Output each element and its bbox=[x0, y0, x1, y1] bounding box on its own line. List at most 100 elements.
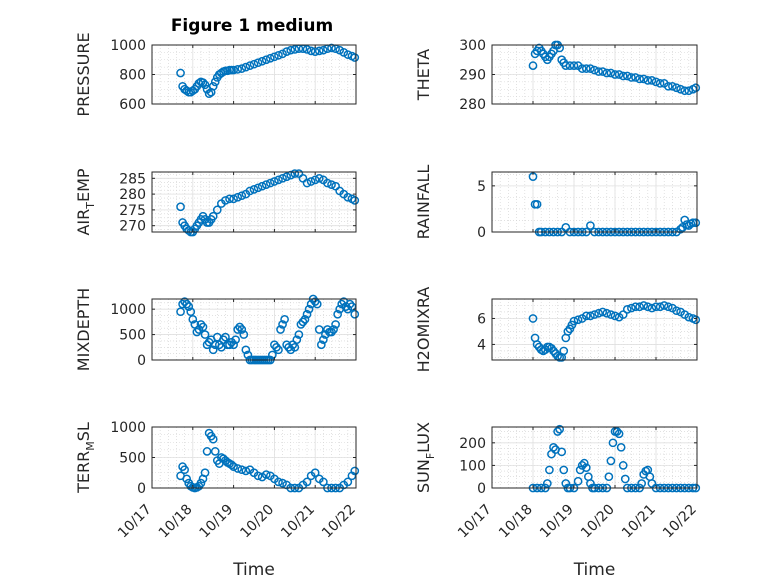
mixdepth-point bbox=[229, 340, 238, 350]
h2omixra-point bbox=[559, 346, 569, 356]
y-axis-label: MIXDEPTH bbox=[74, 288, 93, 371]
air-temp-point bbox=[265, 178, 275, 188]
sun-flux-point bbox=[612, 427, 622, 436]
rainfall-point bbox=[586, 221, 595, 230]
mixdepth-point bbox=[294, 330, 304, 339]
pressure-point bbox=[290, 45, 300, 54]
mixdepth-point bbox=[241, 345, 251, 355]
air-temp-point bbox=[343, 192, 353, 202]
h2omixra-point bbox=[598, 307, 608, 317]
air-temp-point bbox=[261, 180, 271, 189]
mixdepth-point bbox=[221, 332, 230, 342]
air-temp-point bbox=[306, 177, 316, 186]
air-temp-point bbox=[274, 175, 283, 185]
y-tick-label: 1000 bbox=[110, 420, 146, 436]
mixdepth-point bbox=[280, 314, 289, 324]
x-tick-label: 10/18 bbox=[156, 502, 196, 542]
x-tick-label: 10/19 bbox=[537, 502, 577, 542]
h2omixra-point bbox=[663, 302, 673, 312]
pressure-point bbox=[282, 47, 291, 56]
mixdepth-point bbox=[333, 309, 342, 319]
sun-flux-point bbox=[614, 429, 624, 439]
rainfall-point bbox=[676, 224, 685, 234]
x-tick-label: 10/22 bbox=[660, 502, 700, 542]
theta-point bbox=[577, 64, 587, 73]
theta-point bbox=[602, 68, 612, 78]
x-tick-label: 10/21 bbox=[278, 502, 318, 542]
sun-flux-point bbox=[647, 479, 657, 488]
air-temp-point bbox=[257, 181, 267, 191]
theta-point bbox=[684, 86, 694, 96]
y-tick-label: 290 bbox=[459, 68, 486, 84]
terr-msl-point bbox=[180, 465, 189, 475]
theta-point bbox=[691, 83, 701, 93]
pressure-point bbox=[200, 80, 210, 90]
theta-point bbox=[676, 84, 685, 94]
mixdepth-point bbox=[182, 299, 192, 309]
axes-box bbox=[151, 171, 357, 233]
mixdepth-point bbox=[312, 299, 322, 309]
y-tick-label: 1000 bbox=[110, 38, 146, 54]
sun-flux-point bbox=[618, 461, 628, 470]
air-temp-point bbox=[249, 185, 259, 194]
sun-flux-point bbox=[545, 465, 554, 475]
y-tick-label: 300 bbox=[459, 38, 486, 54]
h2omixra-point bbox=[602, 308, 612, 318]
terr-msl-point bbox=[182, 474, 192, 484]
pressure-point bbox=[208, 81, 218, 91]
mixdepth-point bbox=[314, 325, 324, 334]
air-temp-point bbox=[253, 183, 263, 193]
y-tick-label: 275 bbox=[119, 203, 146, 219]
theta-point bbox=[581, 64, 591, 73]
mixdepth-point bbox=[235, 322, 245, 332]
h2omixra-point bbox=[639, 301, 649, 310]
sun-flux-point bbox=[543, 479, 552, 488]
terr-msl-point bbox=[202, 447, 212, 456]
y-tick-label: 600 bbox=[119, 97, 146, 113]
theta-point bbox=[680, 86, 690, 96]
panel-rainfall: 0 5 RAINFALL bbox=[414, 165, 701, 241]
x-axis-label: Time bbox=[232, 560, 275, 580]
air-temp-point bbox=[282, 172, 291, 182]
theta-point bbox=[639, 74, 649, 84]
axes-box bbox=[491, 426, 698, 489]
theta-point bbox=[606, 68, 616, 78]
y-tick-label: 285 bbox=[119, 171, 146, 187]
pressure-point bbox=[306, 46, 316, 56]
pressure-point bbox=[245, 61, 255, 71]
theta-point bbox=[618, 71, 628, 81]
x-tick-label: 10/18 bbox=[496, 502, 536, 542]
pressure-point bbox=[319, 45, 328, 55]
terr-msl-point bbox=[196, 478, 206, 488]
sun-flux-point bbox=[549, 442, 558, 452]
sun-flux-point bbox=[616, 442, 626, 452]
y-tick-label: 0 bbox=[477, 481, 486, 497]
theta-point bbox=[647, 76, 657, 85]
mixdepth-point bbox=[268, 350, 277, 360]
terr-msl-point bbox=[241, 466, 251, 476]
axes-box bbox=[491, 171, 698, 233]
mixdepth-point bbox=[233, 325, 243, 334]
terr-msl-point bbox=[229, 462, 238, 471]
theta-point bbox=[561, 61, 571, 71]
terr-msl-point bbox=[237, 465, 247, 475]
sun-flux-point bbox=[559, 465, 569, 475]
pressure-point bbox=[194, 79, 204, 88]
y-tick-label: 280 bbox=[459, 97, 486, 113]
theta-point bbox=[565, 61, 575, 71]
pressure-point bbox=[343, 50, 353, 59]
y-tick-label: 5 bbox=[477, 179, 486, 195]
y-tick-label: 0 bbox=[137, 353, 146, 369]
rainfall-point bbox=[691, 218, 701, 228]
sun-flux-point bbox=[606, 456, 616, 466]
y-tick-label: 500 bbox=[119, 451, 146, 467]
theta-point bbox=[594, 67, 603, 76]
y-tick-label: 0 bbox=[137, 481, 146, 497]
h2omixra-point bbox=[672, 306, 681, 316]
y-axis-label: THETA bbox=[414, 49, 433, 101]
theta-point bbox=[622, 71, 632, 81]
pressure-point bbox=[249, 59, 259, 69]
panel-theta: 280 290 300 THETA bbox=[414, 38, 701, 113]
